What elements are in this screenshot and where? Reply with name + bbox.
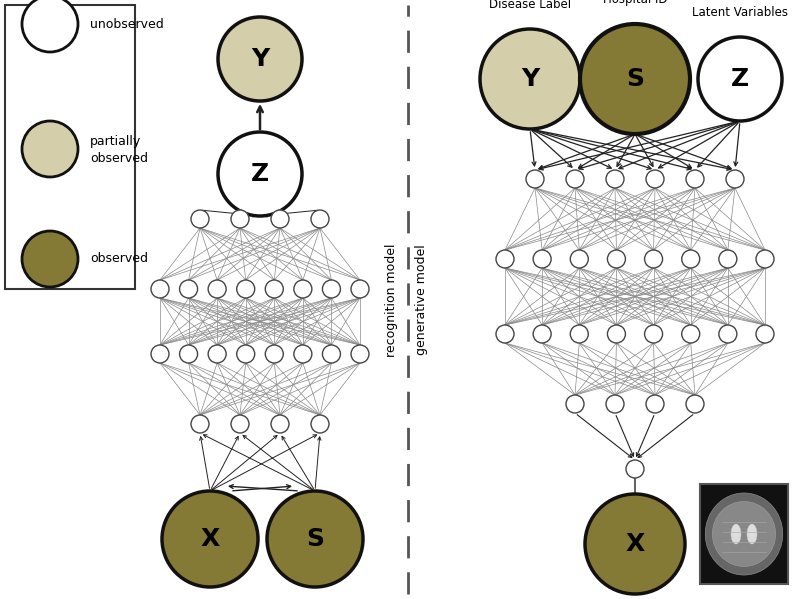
Circle shape <box>179 345 198 363</box>
Text: X: X <box>200 527 220 551</box>
Text: Y: Y <box>251 47 269 71</box>
Circle shape <box>570 250 588 268</box>
Circle shape <box>682 325 700 343</box>
Circle shape <box>311 415 329 433</box>
FancyBboxPatch shape <box>700 484 788 584</box>
Circle shape <box>231 415 249 433</box>
Circle shape <box>237 280 254 298</box>
Circle shape <box>266 345 283 363</box>
Circle shape <box>726 170 744 188</box>
Text: Y: Y <box>521 67 539 91</box>
Circle shape <box>311 210 329 228</box>
Text: Z: Z <box>731 67 749 91</box>
Circle shape <box>606 395 624 413</box>
Circle shape <box>191 210 209 228</box>
Circle shape <box>645 250 662 268</box>
Text: Hospital ID: Hospital ID <box>602 0 667 6</box>
Circle shape <box>606 170 624 188</box>
Circle shape <box>719 325 737 343</box>
Circle shape <box>231 210 249 228</box>
Circle shape <box>151 345 169 363</box>
Circle shape <box>646 395 664 413</box>
Circle shape <box>533 325 551 343</box>
Circle shape <box>294 280 312 298</box>
Ellipse shape <box>706 493 782 575</box>
Circle shape <box>566 170 584 188</box>
Text: S: S <box>626 67 644 91</box>
Circle shape <box>179 280 198 298</box>
Circle shape <box>698 37 782 121</box>
Circle shape <box>533 250 551 268</box>
Text: Z: Z <box>251 162 269 186</box>
Text: Latent Variables: Latent Variables <box>692 6 788 19</box>
Circle shape <box>22 0 78 52</box>
Circle shape <box>496 325 514 343</box>
Circle shape <box>570 325 588 343</box>
Circle shape <box>756 325 774 343</box>
Circle shape <box>294 345 312 363</box>
Circle shape <box>22 121 78 177</box>
Text: recognition model: recognition model <box>386 243 398 357</box>
Circle shape <box>607 325 626 343</box>
Circle shape <box>208 345 226 363</box>
Circle shape <box>645 325 662 343</box>
Circle shape <box>162 491 258 587</box>
Circle shape <box>566 395 584 413</box>
Ellipse shape <box>747 524 757 544</box>
Circle shape <box>218 17 302 101</box>
Circle shape <box>682 250 700 268</box>
Circle shape <box>271 415 289 433</box>
Text: observed: observed <box>90 152 148 165</box>
Circle shape <box>580 24 690 134</box>
Circle shape <box>267 491 363 587</box>
Text: S: S <box>306 527 324 551</box>
Circle shape <box>496 250 514 268</box>
Circle shape <box>686 395 704 413</box>
Circle shape <box>208 280 226 298</box>
Circle shape <box>322 280 341 298</box>
Circle shape <box>151 280 169 298</box>
Circle shape <box>237 345 254 363</box>
Circle shape <box>22 231 78 287</box>
Circle shape <box>719 250 737 268</box>
Text: generative model: generative model <box>415 244 429 355</box>
Text: Disease Label: Disease Label <box>489 0 571 11</box>
Circle shape <box>271 210 289 228</box>
Text: observed: observed <box>90 253 148 265</box>
Ellipse shape <box>731 524 741 544</box>
Circle shape <box>322 345 341 363</box>
FancyBboxPatch shape <box>5 5 135 289</box>
Circle shape <box>480 29 580 129</box>
Ellipse shape <box>712 501 776 567</box>
Circle shape <box>585 494 685 594</box>
Text: unobserved: unobserved <box>90 17 164 31</box>
Circle shape <box>266 280 283 298</box>
Circle shape <box>686 170 704 188</box>
Circle shape <box>756 250 774 268</box>
Circle shape <box>646 170 664 188</box>
Circle shape <box>191 415 209 433</box>
Circle shape <box>626 460 644 478</box>
Circle shape <box>351 345 369 363</box>
Circle shape <box>218 132 302 216</box>
Text: X: X <box>626 532 645 556</box>
Text: partially: partially <box>90 135 142 149</box>
Circle shape <box>526 170 544 188</box>
Circle shape <box>607 250 626 268</box>
Circle shape <box>351 280 369 298</box>
